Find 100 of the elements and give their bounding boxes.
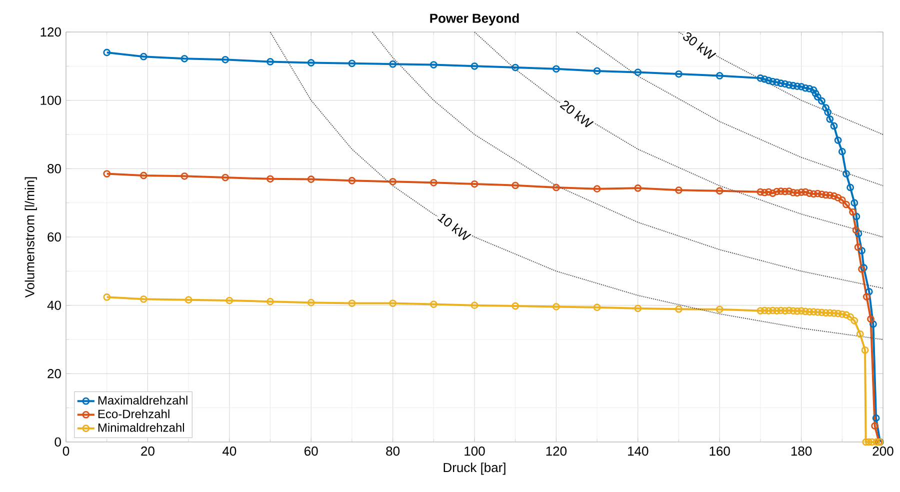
- y-tick-label: 0: [54, 437, 61, 447]
- point: [769, 306, 776, 314]
- point: [852, 226, 860, 234]
- point: [824, 108, 832, 116]
- point: [814, 190, 822, 198]
- point: [785, 81, 793, 89]
- point: [675, 186, 682, 194]
- point: [140, 172, 148, 180]
- point: [785, 188, 793, 195]
- point: [430, 61, 438, 68]
- point: [802, 84, 810, 92]
- x-tick-label: 20: [141, 446, 154, 456]
- y-tick-label: 60: [48, 232, 61, 242]
- point: [180, 172, 188, 180]
- point: [814, 93, 822, 101]
- point: [307, 298, 315, 306]
- point: [760, 188, 768, 196]
- annotation: 10 kW: [437, 214, 472, 240]
- point: [769, 190, 776, 197]
- point: [826, 309, 834, 317]
- point: [869, 320, 877, 328]
- annotation: 30 kW: [683, 32, 716, 60]
- point: [854, 230, 862, 238]
- point: [470, 302, 478, 310]
- point: [760, 306, 768, 314]
- x-tick-label: 40: [222, 446, 236, 456]
- x-tick-label: 160: [710, 446, 730, 456]
- point: [756, 74, 764, 82]
- point: [822, 191, 830, 199]
- point: [834, 136, 842, 144]
- point: [822, 104, 830, 112]
- point: [806, 308, 814, 316]
- point: [675, 305, 682, 313]
- point: [266, 298, 274, 306]
- point: [675, 70, 682, 78]
- point: [552, 302, 560, 310]
- line-series: [372, 31, 884, 289]
- point: [222, 174, 230, 182]
- point: [838, 148, 846, 156]
- point: [777, 188, 785, 195]
- point: [773, 307, 780, 314]
- point: [842, 311, 850, 319]
- x-tick-label: 0: [62, 446, 70, 456]
- point: [389, 60, 397, 68]
- legend-label: Minimaldrehzahl: [98, 423, 184, 432]
- point: [830, 309, 838, 317]
- point: [764, 188, 772, 196]
- y-tick-label: 20: [48, 369, 61, 378]
- point: [348, 300, 356, 307]
- point: [794, 82, 801, 90]
- point: [842, 200, 850, 208]
- point: [871, 422, 879, 430]
- line-series: [270, 31, 884, 340]
- line-series: [678, 31, 884, 135]
- point: [798, 307, 805, 314]
- point: [818, 97, 826, 105]
- y-tick-label: 80: [48, 164, 61, 174]
- point: [470, 180, 478, 188]
- point: [826, 192, 834, 200]
- annotation: 20 kW: [560, 100, 594, 128]
- point: [764, 307, 772, 314]
- x-tick-label: 100: [464, 446, 485, 456]
- point: [846, 313, 854, 321]
- point: [856, 330, 864, 338]
- point: [865, 438, 872, 446]
- point: [634, 184, 642, 192]
- y-axis-title: Volumenstrom [l/min]: [24, 177, 37, 298]
- point: [140, 52, 148, 60]
- point: [862, 293, 870, 300]
- point: [814, 308, 822, 316]
- point: [430, 178, 438, 186]
- point: [830, 192, 838, 200]
- point: [781, 188, 789, 196]
- point: [798, 82, 805, 90]
- x-axis-title: Druck [bar]: [444, 462, 506, 475]
- point: [858, 246, 866, 254]
- point: [307, 59, 315, 66]
- point: [430, 300, 438, 308]
- point: [812, 90, 820, 98]
- x-tick-label: 180: [791, 446, 812, 456]
- point: [806, 85, 814, 92]
- point: [348, 176, 356, 184]
- point: [802, 188, 810, 196]
- point: [348, 60, 356, 68]
- point: [552, 65, 560, 73]
- point: [794, 307, 801, 315]
- point: [834, 310, 842, 318]
- line-series: [474, 31, 884, 238]
- point: [184, 296, 192, 304]
- point: [307, 176, 315, 183]
- point: [834, 194, 842, 202]
- point: [846, 184, 854, 192]
- y-tick-label: 100: [40, 96, 61, 105]
- y-tick-label: 40: [47, 300, 61, 310]
- point: [822, 309, 830, 317]
- point: [756, 188, 764, 196]
- point: [716, 187, 724, 195]
- point: [794, 189, 801, 197]
- point: [716, 72, 724, 80]
- point: [850, 199, 858, 207]
